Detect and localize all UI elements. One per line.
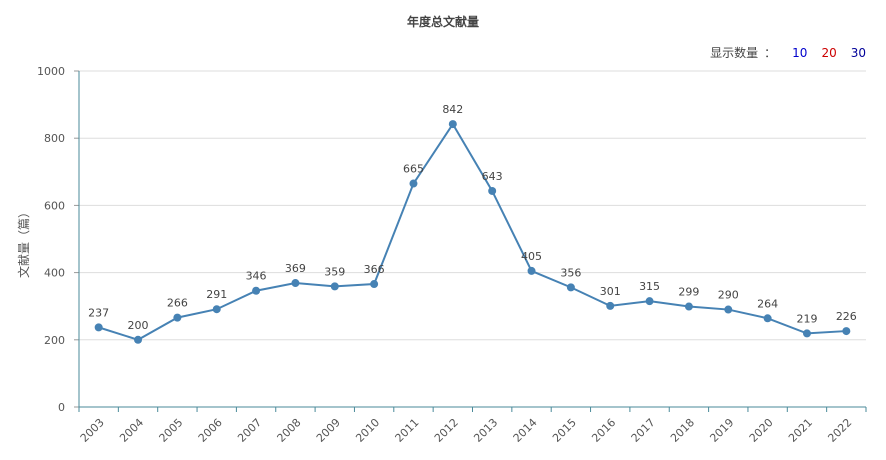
data-label: 264 — [757, 297, 778, 310]
data-label: 291 — [206, 288, 227, 301]
data-point — [842, 327, 851, 336]
x-tick-label: 2004 — [117, 416, 146, 445]
x-tick-label: 2008 — [275, 416, 304, 445]
data-point — [527, 266, 536, 275]
data-point — [488, 186, 497, 195]
data-point — [606, 301, 615, 310]
data-label: 315 — [639, 280, 660, 293]
data-point — [724, 305, 733, 314]
x-tick-label: 2015 — [550, 416, 579, 445]
data-label: 366 — [364, 263, 385, 276]
x-tick-label: 2006 — [196, 416, 225, 445]
data-label: 359 — [324, 265, 345, 278]
data-label: 237 — [88, 306, 109, 319]
y-tick-labels: 0 200 400 600 800 1000 — [37, 65, 65, 414]
x-tick-labels: 2003 2004 2005 2006 2007 2008 2009 2010 2011 2012… — [78, 416, 855, 445]
data-label: 643 — [482, 170, 503, 183]
display-count-option-20[interactable]: 20 — [821, 45, 837, 60]
y-tick-label: 800 — [44, 132, 65, 145]
y-axis-title: 文献量（篇） — [16, 206, 31, 278]
display-count-control: 显示数量 ： 10 20 30 — [710, 44, 866, 61]
data-point — [291, 279, 300, 288]
y-tick-label: 200 — [44, 334, 65, 347]
data-point — [134, 335, 143, 344]
x-tick-label: 2011 — [393, 416, 422, 445]
series-line — [98, 122, 847, 341]
data-label: 299 — [678, 286, 699, 299]
axes — [74, 70, 867, 412]
display-count-label: 显示数量 — [710, 46, 759, 60]
data-points — [94, 120, 851, 344]
data-point — [330, 282, 339, 291]
data-label: 200 — [128, 319, 149, 332]
y-tick-label: 400 — [44, 267, 65, 280]
display-count-option-30[interactable]: 30 — [850, 45, 866, 60]
x-tick-label: 2018 — [668, 416, 697, 445]
data-point — [448, 120, 457, 129]
x-tick-label: 2019 — [707, 416, 736, 445]
y-tick-label: 0 — [58, 401, 65, 414]
data-point — [370, 280, 379, 289]
x-tick-label: 2007 — [235, 416, 264, 445]
data-label: 665 — [403, 163, 424, 176]
data-point — [645, 297, 654, 306]
x-tick-label: 2013 — [471, 416, 500, 445]
data-label: 405 — [521, 250, 542, 263]
y-tick-label: 1000 — [37, 65, 65, 78]
x-tick-label: 2009 — [314, 416, 343, 445]
x-tick-label: 2020 — [747, 416, 776, 445]
x-tick-label: 2016 — [589, 416, 618, 445]
x-tick-label: 2022 — [825, 416, 854, 445]
data-label: 226 — [836, 310, 857, 323]
data-label: 301 — [600, 285, 621, 298]
data-point — [566, 283, 575, 292]
data-point — [802, 329, 811, 338]
data-point — [252, 286, 261, 295]
data-point — [94, 323, 103, 332]
data-point — [212, 305, 221, 314]
x-tick-label: 2017 — [629, 416, 658, 445]
data-label: 369 — [285, 262, 306, 275]
chart-title: 年度总文献量 — [406, 15, 479, 29]
data-label: 356 — [560, 266, 581, 279]
x-tick-label: 2003 — [78, 416, 107, 445]
data-label: 842 — [442, 103, 463, 116]
display-count-separator: ： — [764, 46, 777, 60]
data-label: 290 — [718, 289, 739, 302]
display-count-option-10[interactable]: 10 — [792, 45, 808, 60]
data-label: 346 — [246, 270, 267, 283]
data-label: 266 — [167, 297, 188, 310]
data-point — [684, 302, 693, 311]
grid-lines — [79, 70, 866, 341]
x-tick-label: 2005 — [157, 416, 186, 445]
x-tick-label: 2010 — [353, 416, 382, 445]
data-point — [763, 314, 772, 323]
data-point — [409, 179, 418, 188]
data-label: 219 — [796, 312, 817, 325]
x-tick-label: 2012 — [432, 416, 461, 445]
data-point — [173, 313, 182, 322]
x-tick-label: 2021 — [786, 416, 815, 445]
y-tick-label: 600 — [44, 199, 65, 212]
x-tick-label: 2014 — [511, 416, 540, 445]
data-labels: 237 200 266 291 346 369 359 366 665 842 643 405 356 3… — [88, 103, 857, 332]
